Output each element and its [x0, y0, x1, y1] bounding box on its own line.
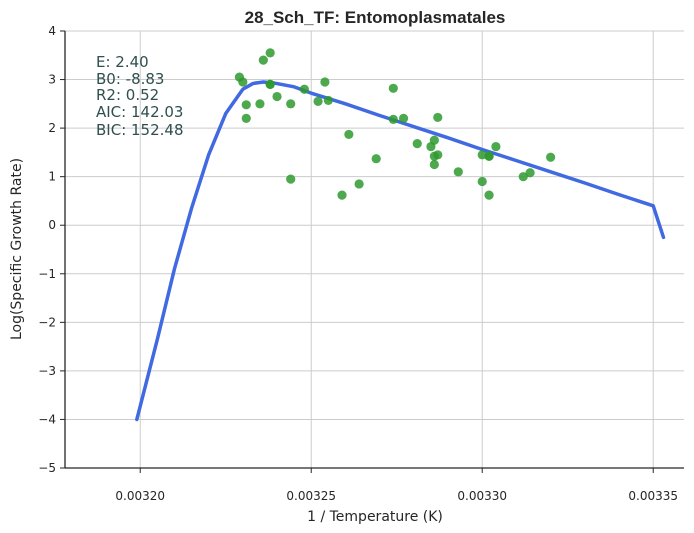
data-point — [484, 190, 494, 200]
data-point — [491, 141, 501, 152]
axes — [60, 30, 684, 473]
fit-line — [135, 80, 666, 422]
data-point — [433, 112, 443, 123]
data-point — [429, 159, 439, 170]
y-tick-label: −3 — [38, 364, 56, 378]
y-axis-label: Log(Specific Growth Rate) — [9, 158, 25, 340]
data-point — [525, 168, 535, 178]
y-tick-label: −1 — [38, 267, 56, 281]
data-points-layer — [234, 48, 556, 200]
y-tick-label: −2 — [38, 315, 56, 329]
y-tick-label: 4 — [48, 24, 56, 38]
data-point — [398, 113, 409, 123]
stat-bic: BIC: 152.48 — [96, 121, 184, 139]
stat-aic: AIC: 142.03 — [96, 103, 183, 121]
y-tick-label: 0 — [48, 218, 56, 232]
data-point — [320, 77, 330, 87]
x-axis-label: 1 / Temperature (K) — [307, 509, 443, 525]
x-tick-label: 0.00325 — [286, 489, 336, 503]
data-point — [477, 176, 487, 187]
data-point — [412, 139, 422, 149]
data-point — [477, 150, 487, 160]
data-point — [286, 99, 296, 109]
y-tick-label: −5 — [38, 461, 56, 475]
x-tick-label: 0.00320 — [115, 489, 165, 503]
data-point — [241, 100, 251, 110]
data-point — [255, 99, 265, 109]
data-point — [371, 154, 381, 164]
chart-title: 28_Sch_TF: Entomoplasmatales — [245, 8, 506, 27]
data-point — [272, 91, 282, 102]
y-tick-label: 1 — [48, 170, 56, 184]
stat-e: E: 2.40 — [96, 53, 149, 71]
data-point — [265, 79, 275, 90]
data-point — [258, 55, 268, 65]
data-point — [344, 129, 354, 140]
stat-r2: R2: 0.52 — [96, 86, 159, 104]
stat-b0: B0: -8.83 — [96, 70, 164, 88]
grid-lines — [65, 30, 684, 468]
data-point — [265, 48, 275, 58]
data-point — [313, 96, 323, 107]
data-point — [323, 95, 333, 106]
x-tick-label: 0.00330 — [457, 489, 507, 503]
y-tick-label: 3 — [48, 73, 56, 87]
y-tick-label: 2 — [48, 121, 56, 135]
data-point — [337, 190, 347, 200]
x-tick-label: 0.00335 — [628, 489, 678, 503]
data-point — [546, 152, 556, 162]
data-point — [286, 174, 296, 184]
data-point — [453, 167, 463, 177]
fit-line-layer — [135, 80, 666, 422]
data-point — [354, 179, 364, 189]
data-point — [238, 77, 248, 87]
data-point — [484, 151, 494, 161]
data-point — [241, 113, 251, 123]
data-point — [518, 172, 528, 182]
stats-box: E: 2.40 B0: -8.83 R2: 0.52 AIC: 142.03 B… — [96, 53, 184, 139]
data-point — [388, 83, 398, 93]
tick-labels: −5 −4 −3 −2 −1 0 1 2 3 4 0.00320 0.00325 0.00330 0.00… — [38, 24, 678, 503]
data-point — [299, 84, 309, 94]
data-point — [433, 150, 443, 160]
data-point — [429, 135, 439, 145]
y-tick-label: −4 — [38, 412, 56, 426]
data-point — [388, 114, 398, 124]
